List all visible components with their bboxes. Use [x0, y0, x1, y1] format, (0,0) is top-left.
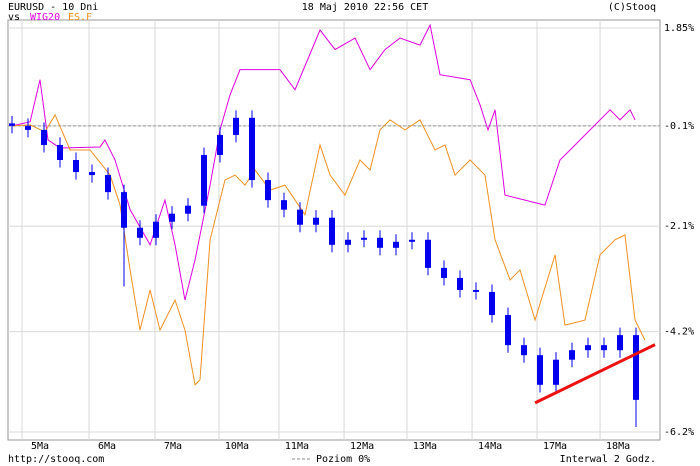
candle-body — [233, 117, 239, 135]
x-tick-label: 7Ma — [164, 441, 182, 452]
candle-body — [329, 217, 335, 245]
candle-body — [537, 355, 543, 385]
chart-title: EURUSD - 10 Dni — [8, 2, 98, 13]
x-tick-label: 6Ma — [98, 441, 116, 452]
candle-body — [57, 144, 63, 160]
candle-body — [553, 359, 559, 385]
chart-date: 18 Maj 2010 22:56 CET — [302, 2, 428, 13]
x-tick-label: 17Ma — [543, 441, 567, 452]
series-line — [534, 343, 656, 405]
series-line — [11, 113, 646, 386]
candle-body — [425, 239, 431, 268]
x-tick-label: 5Ma — [31, 441, 49, 452]
candle-body — [121, 192, 127, 228]
x-tick-label: 18Ma — [606, 441, 630, 452]
candle-body — [377, 237, 383, 248]
candle-body — [585, 345, 591, 351]
candle-body — [521, 345, 527, 356]
legend-entry: ES.F — [68, 12, 92, 23]
candle-body — [569, 350, 575, 360]
candle-body — [137, 227, 143, 238]
x-tick-label: 13Ma — [413, 441, 437, 452]
level-legend: Poziom 0% — [316, 454, 370, 465]
candle-body — [473, 289, 479, 292]
candle-body — [345, 239, 351, 245]
candle-body — [185, 205, 191, 214]
candle-body — [41, 129, 47, 145]
footer-url: http://stooq.com — [8, 454, 104, 465]
candle-body — [73, 160, 79, 173]
candle-body — [265, 180, 271, 201]
candle-body — [361, 237, 367, 240]
candle-body — [201, 154, 207, 206]
candle-body — [489, 291, 495, 316]
x-tick-label: 11Ma — [285, 441, 309, 452]
candle-body — [9, 123, 15, 126]
candle-body — [153, 221, 159, 238]
vs-label: vs — [8, 12, 20, 23]
candle-body — [297, 209, 303, 225]
candle-body — [281, 200, 287, 210]
footer-interval: Interwal 2 Godz. — [560, 454, 656, 465]
copyright: (C)Stooq — [608, 2, 656, 13]
legend-entry: WIG20 — [30, 12, 60, 23]
candle-body — [217, 134, 223, 155]
candle-body — [633, 335, 639, 400]
candle-body — [249, 117, 255, 181]
candle-body — [313, 217, 319, 225]
candle-body — [505, 315, 511, 346]
y-tick-label: 1.85% — [664, 23, 694, 34]
y-tick-label: -0.1% — [664, 121, 694, 132]
candle-body — [393, 241, 399, 248]
series-line — [11, 23, 636, 301]
candle-body — [457, 277, 463, 290]
y-tick-label: -4.2% — [664, 327, 694, 338]
y-tick-label: -6.2% — [664, 427, 694, 438]
candle-body — [89, 172, 95, 176]
y-tick-label: -2.1% — [664, 221, 694, 232]
candle-body — [169, 213, 175, 222]
candle-body — [409, 239, 415, 242]
candle-body — [617, 335, 623, 351]
candle-body — [25, 125, 31, 130]
candle-body — [601, 345, 607, 351]
x-tick-label: 10Ma — [225, 441, 249, 452]
x-tick-label: 14Ma — [478, 441, 502, 452]
candle-body — [105, 175, 111, 193]
x-tick-label: 12Ma — [350, 441, 374, 452]
candle-body — [441, 267, 447, 278]
